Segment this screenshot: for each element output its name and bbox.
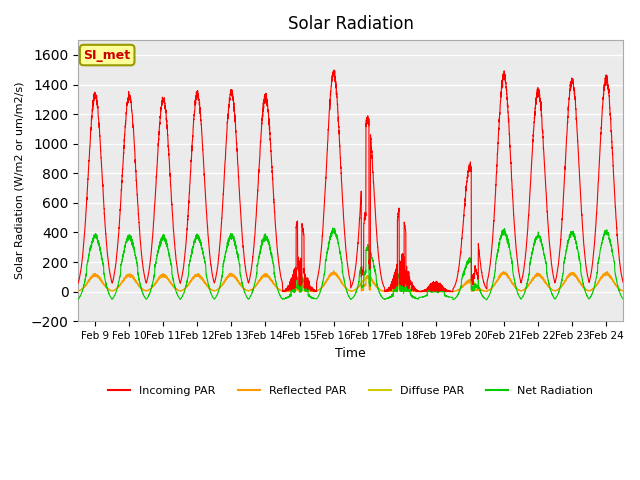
Diffuse PAR bbox=[500, 268, 508, 274]
Incoming PAR bbox=[188, 157, 195, 163]
Net Radiation bbox=[188, 252, 195, 258]
Reflected PAR bbox=[330, 268, 337, 274]
Net Radiation bbox=[541, 256, 549, 262]
Line: Incoming PAR: Incoming PAR bbox=[78, 70, 623, 292]
Reflected PAR bbox=[541, 280, 549, 286]
Reflected PAR bbox=[188, 278, 195, 284]
Y-axis label: Solar Radiation (W/m2 or um/m2/s): Solar Radiation (W/m2 or um/m2/s) bbox=[15, 82, 25, 279]
Net Radiation bbox=[371, 268, 379, 274]
Incoming PAR bbox=[74, 280, 82, 286]
Reflected PAR bbox=[620, 288, 627, 294]
Diffuse PAR bbox=[527, 278, 535, 284]
Diffuse PAR bbox=[371, 281, 378, 287]
Diffuse PAR bbox=[449, 289, 456, 295]
Diffuse PAR bbox=[188, 278, 195, 284]
Line: Reflected PAR: Reflected PAR bbox=[78, 271, 623, 292]
Incoming PAR bbox=[620, 279, 627, 285]
Diffuse PAR bbox=[400, 280, 408, 286]
Incoming PAR bbox=[417, 289, 425, 295]
Incoming PAR bbox=[527, 173, 535, 179]
Incoming PAR bbox=[541, 172, 549, 178]
Reflected PAR bbox=[500, 271, 508, 276]
Net Radiation bbox=[500, 228, 508, 233]
Net Radiation bbox=[74, 296, 82, 302]
Net Radiation bbox=[483, 297, 491, 302]
Diffuse PAR bbox=[74, 288, 82, 294]
Line: Net Radiation: Net Radiation bbox=[78, 228, 623, 300]
Reflected PAR bbox=[74, 288, 82, 294]
Text: SI_met: SI_met bbox=[84, 48, 131, 61]
Line: Diffuse PAR: Diffuse PAR bbox=[78, 271, 623, 292]
Legend: Incoming PAR, Reflected PAR, Diffuse PAR, Net Radiation: Incoming PAR, Reflected PAR, Diffuse PAR… bbox=[104, 381, 598, 400]
Reflected PAR bbox=[527, 279, 535, 285]
Diffuse PAR bbox=[620, 288, 627, 294]
Incoming PAR bbox=[400, 276, 408, 282]
Diffuse PAR bbox=[541, 279, 549, 285]
Title: Solar Radiation: Solar Radiation bbox=[288, 15, 413, 33]
Incoming PAR bbox=[500, 74, 508, 80]
Reflected PAR bbox=[280, 289, 288, 295]
Reflected PAR bbox=[401, 283, 408, 289]
Net Radiation bbox=[620, 296, 627, 302]
Net Radiation bbox=[400, 287, 408, 292]
Incoming PAR bbox=[330, 67, 338, 73]
X-axis label: Time: Time bbox=[335, 347, 366, 360]
Diffuse PAR bbox=[500, 270, 508, 276]
Net Radiation bbox=[329, 225, 337, 231]
Reflected PAR bbox=[371, 281, 379, 287]
Net Radiation bbox=[527, 255, 535, 261]
Incoming PAR bbox=[371, 202, 379, 207]
